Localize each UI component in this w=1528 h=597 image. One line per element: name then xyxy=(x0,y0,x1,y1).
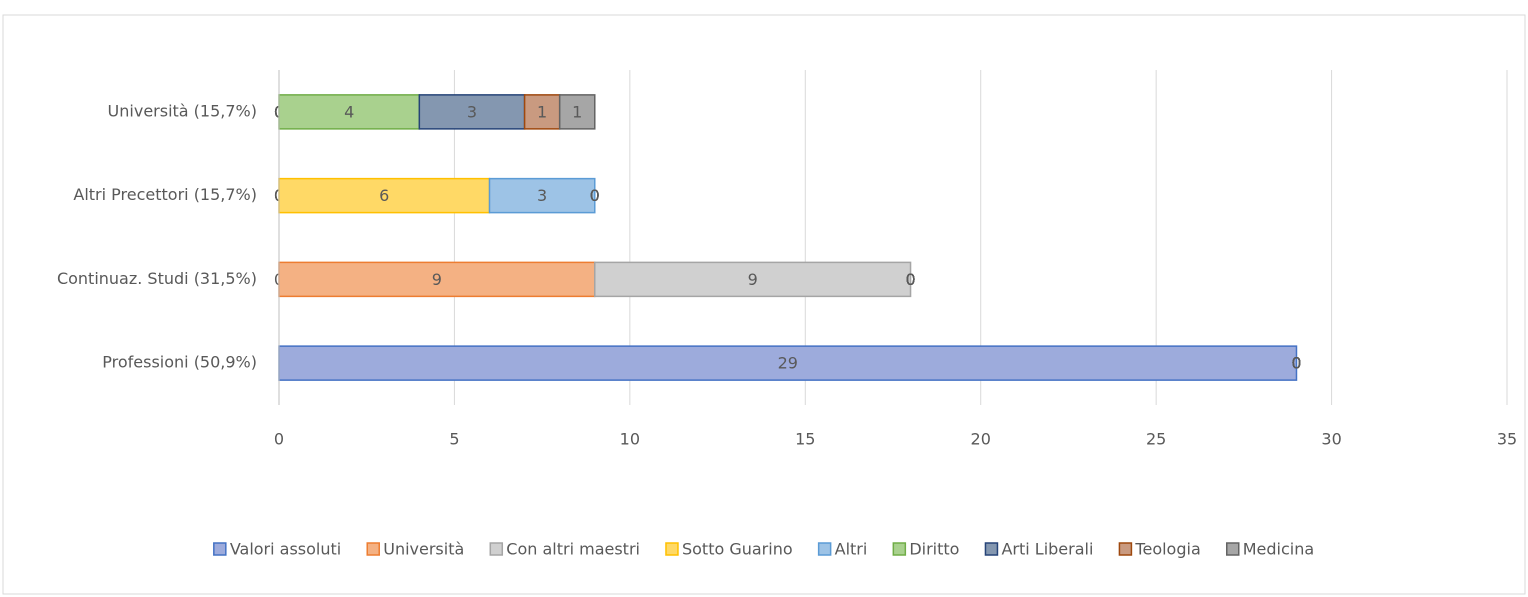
value-label: 0 xyxy=(905,270,915,289)
value-label: 1 xyxy=(572,102,582,121)
value-label: 3 xyxy=(467,102,477,121)
legend-swatch xyxy=(213,542,227,556)
value-label: 0 xyxy=(590,186,600,205)
value-label: 3 xyxy=(537,186,547,205)
x-tick-label: 10 xyxy=(620,430,640,449)
value-label: 0 xyxy=(590,186,600,205)
x-tick-label: 0 xyxy=(274,430,284,449)
x-tick-label: 35 xyxy=(1497,430,1517,449)
legend-swatch xyxy=(665,542,679,556)
legend-label: Diritto xyxy=(909,540,959,559)
y-tick-label: Professioni (50,9%) xyxy=(102,353,257,372)
chart-border xyxy=(2,14,1526,595)
x-tick-label: 25 xyxy=(1146,430,1166,449)
bar-segment xyxy=(523,94,561,130)
legend-swatch xyxy=(1226,542,1240,556)
value-label: 0 xyxy=(590,186,600,205)
legend-swatch xyxy=(489,542,504,556)
value-label: 0 xyxy=(1291,354,1301,373)
value-label: 0 xyxy=(1291,354,1301,373)
value-label: 0 xyxy=(1291,354,1301,373)
legend-swatch xyxy=(366,542,380,556)
legend-label: Sotto Guarino xyxy=(682,540,793,559)
bar-segment xyxy=(278,177,491,214)
legend-label: Con altri maestri xyxy=(506,540,640,559)
value-label: 9 xyxy=(748,270,758,289)
legend-label: Università xyxy=(383,540,464,559)
bar-segment xyxy=(488,177,596,214)
x-tick-label: 15 xyxy=(795,430,815,449)
value-label: 29 xyxy=(778,354,798,373)
y-tick-label: Università (15,7%) xyxy=(108,101,257,120)
legend-label: Medicina xyxy=(1243,540,1314,559)
legend-swatch xyxy=(892,542,907,556)
x-tick-label: 20 xyxy=(971,430,991,449)
value-label: 0 xyxy=(905,270,915,289)
bar-segment xyxy=(594,261,912,298)
x-tick-label: 30 xyxy=(1321,430,1341,449)
bar-segment xyxy=(278,345,1298,381)
value-label: 0 xyxy=(590,186,600,205)
value-label: 0 xyxy=(1291,354,1301,373)
x-tick-label: 5 xyxy=(449,430,459,449)
bar-segment xyxy=(418,94,526,130)
legend-label: Altri xyxy=(835,540,868,559)
value-label: 0 xyxy=(1291,354,1301,373)
bar-segment xyxy=(558,94,596,130)
value-label: 1 xyxy=(537,102,547,121)
value-label: 0 xyxy=(1291,354,1301,373)
legend-swatch xyxy=(817,542,832,556)
legend-swatch xyxy=(984,542,999,556)
y-tick-label: Continuaz. Studi (31,5%) xyxy=(57,269,257,288)
value-label: 4 xyxy=(344,102,354,121)
value-label: 0 xyxy=(1291,354,1301,373)
legend-label: Arti Liberali xyxy=(1001,540,1093,559)
legend-swatch xyxy=(1118,542,1133,556)
legend-label: Valori assoluti xyxy=(230,540,341,559)
y-tick-label: Altri Precettori (15,7%) xyxy=(73,185,257,204)
value-label: 6 xyxy=(379,186,389,205)
value-label: 0 xyxy=(905,270,915,289)
legend-label: Teologia xyxy=(1134,540,1200,559)
value-label: 0 xyxy=(905,270,915,289)
value-label: 0 xyxy=(905,270,915,289)
value-label: 9 xyxy=(432,270,442,289)
value-label: 0 xyxy=(905,270,915,289)
value-label: 0 xyxy=(1291,354,1301,373)
